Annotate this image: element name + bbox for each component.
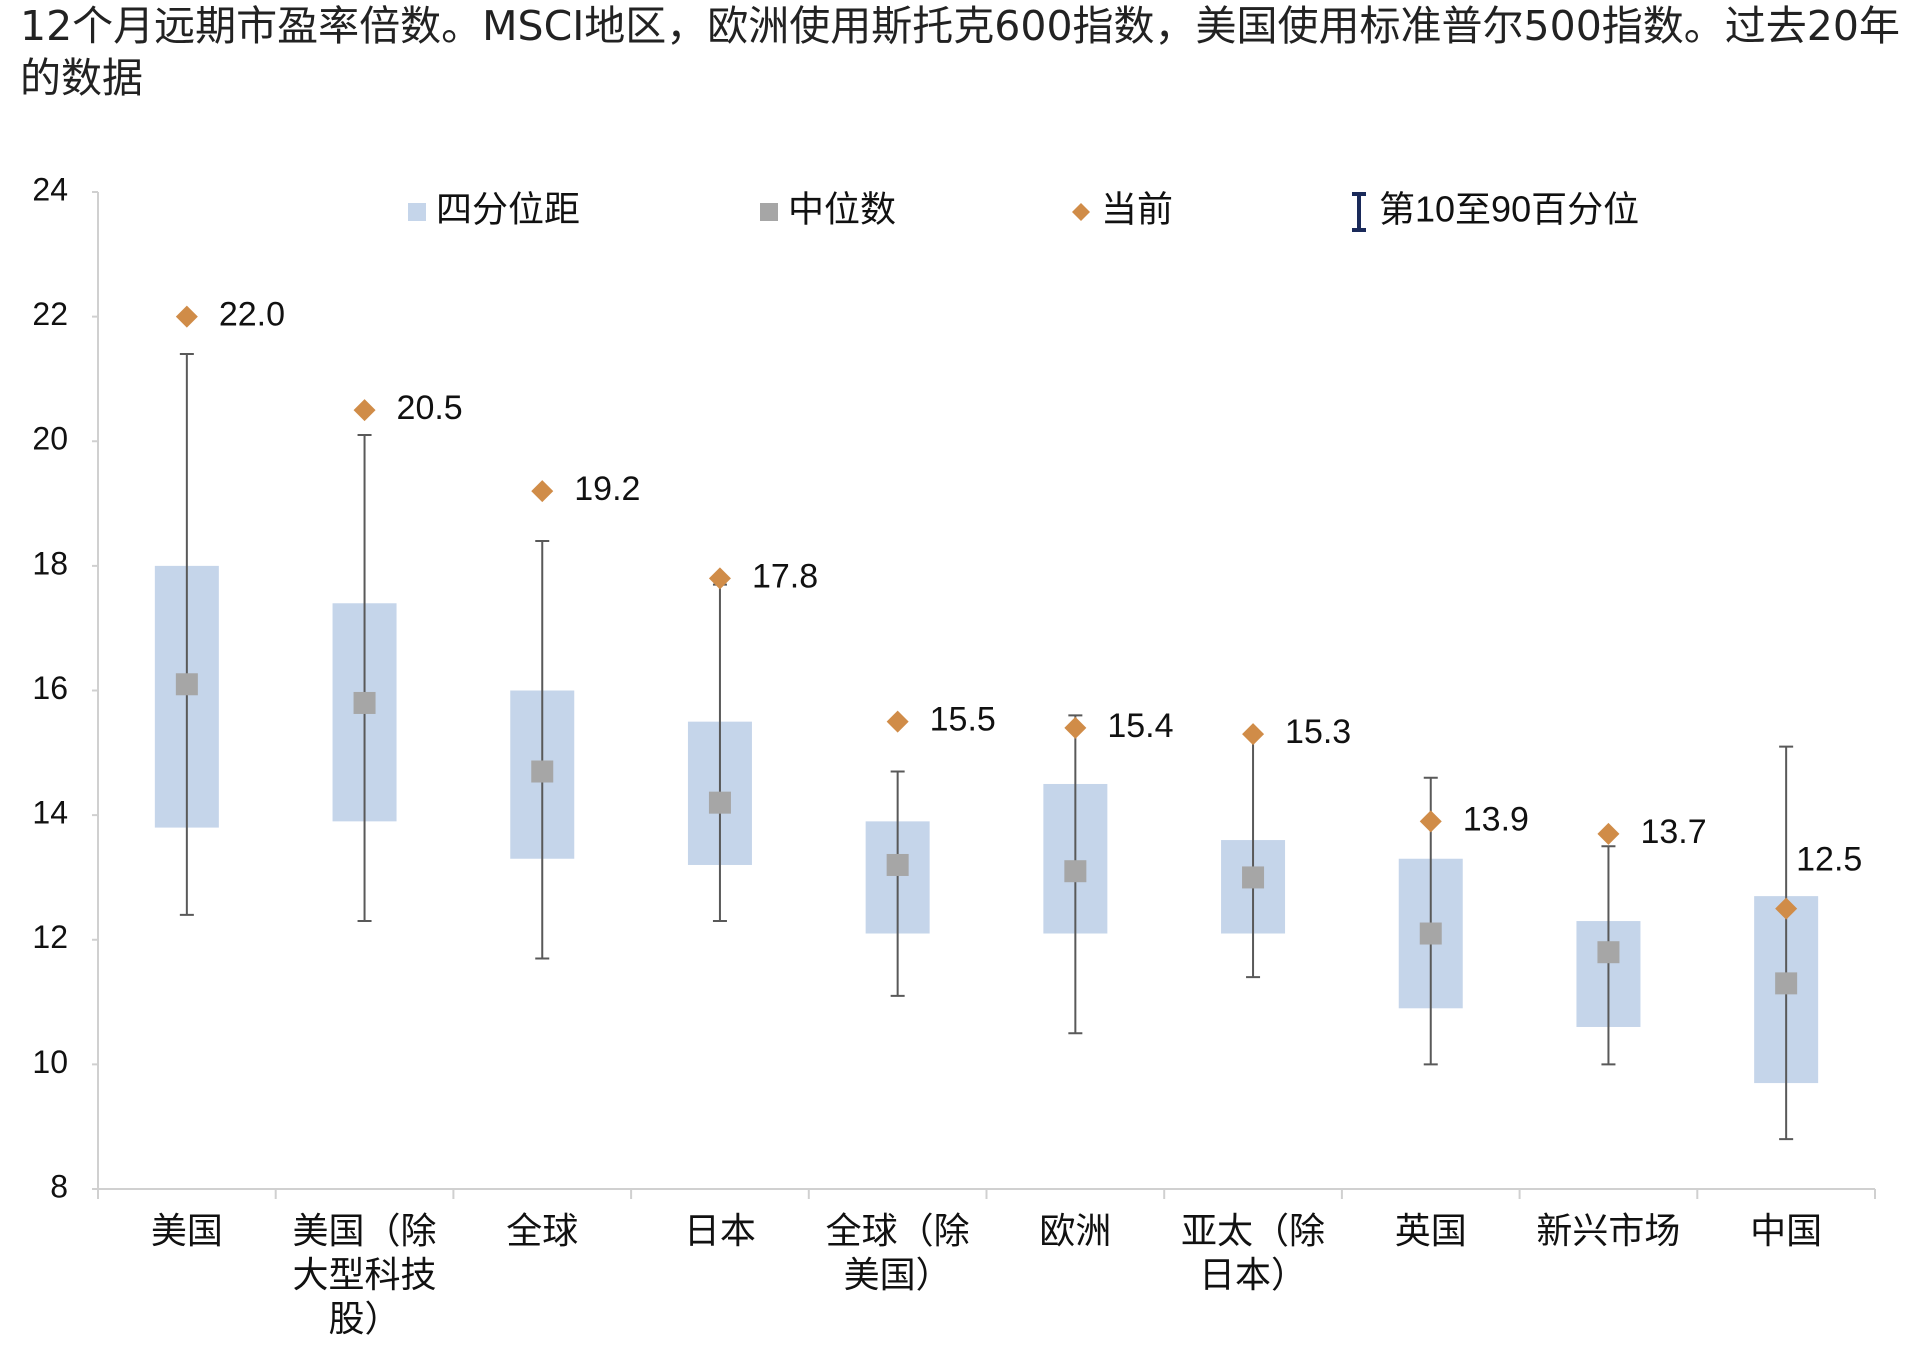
median [886,853,909,876]
data-label: 12.5 [1796,841,1862,879]
legend-label: 第10至90百分位 [1379,189,1639,230]
median [1597,941,1620,964]
median [353,691,376,714]
median [1064,860,1087,883]
whisker [179,353,194,916]
legend-swatch [1352,192,1366,232]
legend-label: 中位数 [788,189,896,230]
median [1775,972,1798,995]
current [1064,716,1087,739]
x-tick-label: 全球 [506,1211,579,1252]
legend-swatch [760,203,778,221]
median [708,791,731,814]
median [1419,922,1442,945]
current [886,710,909,733]
y-tick-label: 24 [32,171,68,207]
y-tick-label: 18 [32,545,68,581]
current [1242,723,1265,746]
data-label: 20.5 [397,389,463,427]
x-tick-label: 欧洲 [1039,1211,1112,1252]
whisker [535,539,550,960]
current [1775,897,1798,920]
data-label: 15.5 [930,701,996,739]
x-tick-label: 全球（除美国） [825,1211,970,1296]
y-tick-label: 16 [32,670,68,706]
y-tick-label: 14 [32,795,68,831]
x-tick-label: 日本 [683,1211,756,1252]
x-tick-label: 中国 [1750,1211,1823,1252]
y-tick-label: 8 [50,1168,68,1204]
data-label: 15.4 [1107,707,1173,745]
x-tick-label: 亚太（除日本） [1181,1211,1326,1296]
x-tick-label: 美国（除大型科技股） [292,1211,437,1340]
median [1242,866,1265,889]
data-label: 19.2 [574,470,640,508]
data-label: 22.0 [219,296,285,334]
data-label: 13.9 [1463,800,1529,838]
current [175,305,198,328]
data-label: 17.8 [752,557,818,595]
y-tick-label: 10 [32,1044,68,1080]
median [531,760,554,783]
current [353,399,376,422]
whisker [357,434,372,923]
x-tick-label: 英国 [1394,1211,1467,1252]
legend-swatch [1072,203,1090,221]
x-tick-label: 美国 [150,1211,223,1252]
legend-label: 当前 [1101,189,1173,230]
x-tick-label: 新兴市场 [1536,1211,1681,1252]
legend-swatch [408,203,426,221]
y-tick-label: 22 [32,296,68,332]
data-label: 15.3 [1285,713,1351,751]
current [531,480,554,503]
y-tick-label: 12 [32,919,68,955]
whisker [1779,745,1794,1141]
whisker [890,770,905,997]
median [175,673,198,696]
data-label: 13.7 [1640,813,1706,851]
current [1419,810,1442,833]
chart-title: 12个月远期市盈率倍数。MSCI地区，欧洲使用斯托克600指数，美国使用标准普尔… [20,2,1900,102]
current [1597,822,1620,845]
y-tick-label: 20 [32,421,68,457]
current [708,567,731,590]
legend-label: 四分位距 [436,189,580,230]
